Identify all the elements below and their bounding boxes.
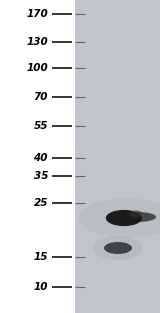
Ellipse shape xyxy=(129,210,143,218)
Ellipse shape xyxy=(93,236,143,260)
Ellipse shape xyxy=(79,198,160,238)
Ellipse shape xyxy=(104,242,132,254)
Ellipse shape xyxy=(120,212,156,222)
Text: 25: 25 xyxy=(33,198,48,208)
Text: 70: 70 xyxy=(33,92,48,102)
Text: 130: 130 xyxy=(26,37,48,47)
Ellipse shape xyxy=(106,210,142,226)
Text: 40: 40 xyxy=(33,153,48,163)
Text: 170: 170 xyxy=(26,9,48,19)
Text: 35: 35 xyxy=(33,171,48,181)
Text: 15: 15 xyxy=(33,252,48,262)
Text: 100: 100 xyxy=(26,63,48,73)
Text: 10: 10 xyxy=(33,282,48,292)
Bar xyxy=(75,0,160,313)
Text: 55: 55 xyxy=(33,121,48,131)
